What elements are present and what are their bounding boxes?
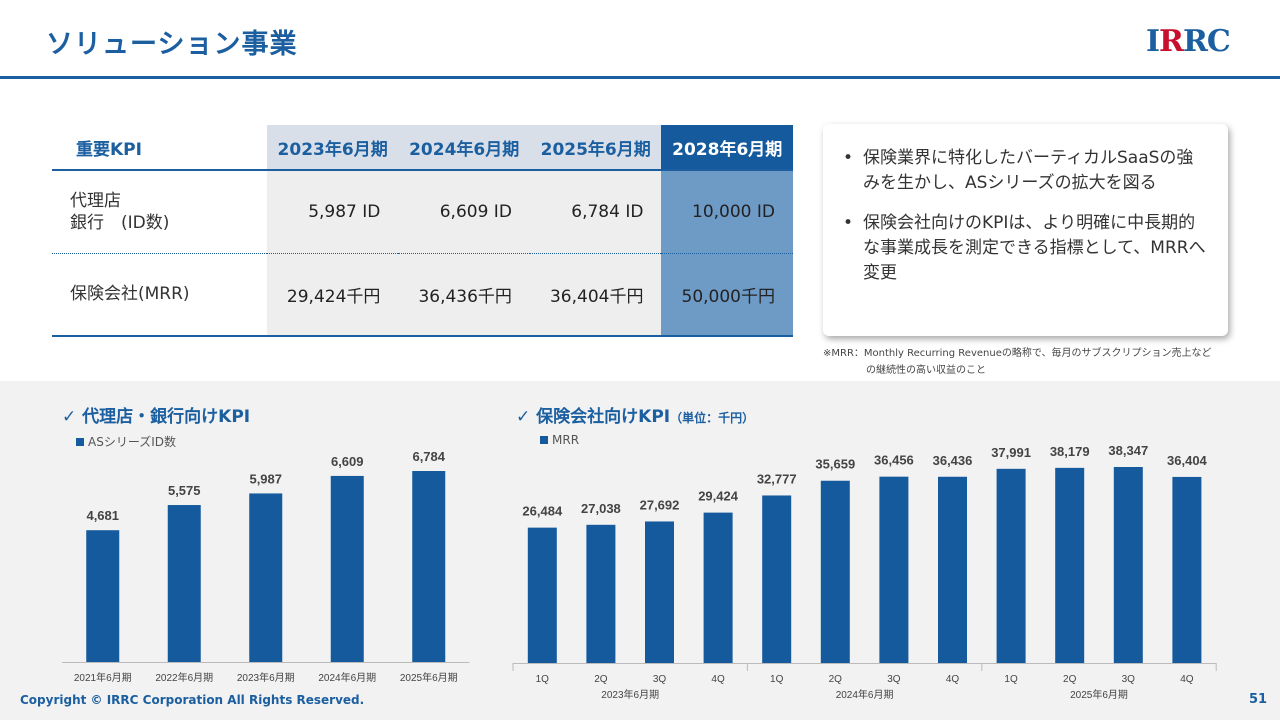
chart-bar <box>762 495 792 663</box>
data-label: 35,659 <box>815 457 855 472</box>
kpi-table: 重要KPI 2023年6月期 2024年6月期 2025年6月期 2028年6月… <box>52 125 793 337</box>
x-tick-label: 2022年6月期 <box>155 671 213 684</box>
data-label: 32,777 <box>757 471 797 486</box>
x-tick-label: 2024年6月期 <box>318 671 376 684</box>
chart-bar <box>645 521 674 663</box>
data-label: 4,681 <box>86 508 119 523</box>
data-label: 27,692 <box>640 497 680 512</box>
notes-list: 保険業界に特化したバーティカルSaaSの強みを生かし、ASシリーズの拡大を図る … <box>841 146 1208 286</box>
chart-bar <box>996 468 1026 663</box>
footnote-line1: ※MRR：Monthly Recurring Revenueの略称で、毎月のサブ… <box>823 348 1212 359</box>
chart-bar <box>330 475 364 662</box>
group-label: 2023年6月期 <box>601 688 659 701</box>
table-row: 代理店 銀行 (ID数) 5,987 ID 6,609 ID 6,784 ID … <box>52 170 793 253</box>
chart1-legend-label: ASシリーズID数 <box>88 435 177 449</box>
chart-bar <box>879 476 909 663</box>
table-cell: 6,784 ID <box>529 170 662 253</box>
group-label: 2024年6月期 <box>836 688 894 701</box>
legend-swatch <box>540 436 548 444</box>
chart2-unit: （単位：千円） <box>670 411 755 425</box>
kpi-table-header: 重要KPI 2023年6月期 2024年6月期 2025年6月期 2028年6月… <box>52 125 793 170</box>
data-label: 38,179 <box>1050 444 1090 459</box>
x-tick-label: 4Q <box>1180 674 1194 685</box>
chart-bar <box>938 476 967 663</box>
chart2-svg: 26,484 1Q 27,038 2Q 27,692 3Q 29,424 4Q 32,777 1Q… <box>512 443 1217 701</box>
row-label-line1: 代理店 <box>70 190 121 211</box>
chart1-legend: ASシリーズID数 <box>76 433 176 450</box>
table-row: 保険会社(MRR) 29,424千円 36,436千円 36,404千円 50,… <box>52 253 793 336</box>
chart-bar <box>1172 476 1202 663</box>
chart2-legend-label: MRR <box>552 433 580 447</box>
chart2-legend: MRR <box>540 433 579 447</box>
x-tick-label: 2Q <box>1063 674 1077 685</box>
chart1-title: ✓ 代理店・銀行向けKPI <box>62 407 251 427</box>
table-cell-target: 50,000千円 <box>661 253 793 336</box>
x-tick-label: 2Q <box>594 674 608 685</box>
chart-bar <box>249 493 283 662</box>
row-label-agency-bank: 代理店 銀行 (ID数) <box>52 170 267 253</box>
footnote-line2: の継続性の高い収益のこと <box>866 365 986 376</box>
chart1-svg: 4,681 2021年6月期 5,575 2022年6月期 5,987 2023年6月期 6… <box>62 449 470 684</box>
x-tick-label: 1Q <box>770 674 784 685</box>
group-label: 2025年6月期 <box>1070 688 1128 701</box>
irrc-logo: IRRC <box>1146 24 1231 59</box>
data-label: 29,424 <box>698 489 739 504</box>
data-label: 37,991 <box>991 445 1031 460</box>
x-tick-label: 3Q <box>1122 674 1136 685</box>
data-label: 6,784 <box>412 449 445 464</box>
table-cell-target: 10,000 ID <box>661 170 793 253</box>
chart-bar <box>1055 467 1085 663</box>
x-tick-label: 4Q <box>711 674 725 685</box>
page-number: 51 <box>1249 692 1268 707</box>
x-tick-label: 1Q <box>1004 674 1018 685</box>
note-bullet: 保険業界に特化したバーティカルSaaSの強みを生かし、ASシリーズの拡大を図る <box>841 146 1208 196</box>
legend-swatch <box>76 438 84 446</box>
chart-bar <box>412 471 446 662</box>
x-tick-label: 3Q <box>653 674 667 685</box>
header-divider <box>0 76 1280 79</box>
page-title: ソリューション事業 <box>46 29 298 60</box>
x-tick-label: 3Q <box>887 674 901 685</box>
table-cell: 5,987 ID <box>266 170 399 253</box>
x-tick-label: 2023年6月期 <box>237 671 295 684</box>
chart-bar <box>586 524 616 663</box>
data-label: 36,456 <box>874 453 914 468</box>
data-label: 5,987 <box>249 471 282 486</box>
data-label: 26,484 <box>522 504 563 519</box>
chart2-title-text: ✓ 保険会社向けKPI <box>516 407 671 427</box>
data-label: 36,436 <box>933 453 973 468</box>
x-tick-label: 2021年6月期 <box>74 671 132 684</box>
x-tick-label: 4Q <box>946 674 960 685</box>
table-cell: 36,436千円 <box>398 253 530 336</box>
table-cell: 29,424千円 <box>266 253 399 336</box>
notes-box: 保険業界に特化したバーティカルSaaSの強みを生かし、ASシリーズの拡大を図る … <box>823 124 1228 336</box>
table-cell: 6,609 ID <box>398 170 530 253</box>
kpi-col-2024: 2024年6月期 <box>398 125 530 170</box>
x-tick-label: 2025年6月期 <box>400 671 458 684</box>
chart2-title: ✓ 保険会社向けKPI（単位：千円） <box>516 402 754 427</box>
chart-bar <box>820 480 850 663</box>
kpi-col-2023: 2023年6月期 <box>266 125 399 170</box>
row-label-line2: 銀行 (ID数) <box>70 212 170 233</box>
row-label-insurer: 保険会社(MRR) <box>52 253 267 336</box>
mrr-footnote: ※MRR：Monthly Recurring Revenueの略称で、毎月のサブ… <box>823 345 1243 379</box>
data-label: 6,609 <box>331 454 364 469</box>
chart-bar <box>1113 467 1143 663</box>
data-label: 27,038 <box>581 501 621 516</box>
chart-bar <box>167 505 201 662</box>
chart-bar <box>703 512 733 663</box>
kpi-header-label: 重要KPI <box>52 125 267 170</box>
data-label: 5,575 <box>168 483 201 498</box>
x-tick-label: 2Q <box>829 674 843 685</box>
chart-bar <box>86 530 120 662</box>
x-tick-label: 1Q <box>536 674 550 685</box>
copyright-text: Copyright © IRRC Corporation All Rights … <box>20 693 365 707</box>
note-bullet: 保険会社向けのKPIは、より明確に中長期的な事業成長を測定できる指標として、MR… <box>841 211 1208 286</box>
table-cell: 36,404千円 <box>529 253 662 336</box>
chart-bar <box>527 527 557 663</box>
data-label: 38,347 <box>1108 443 1148 458</box>
kpi-col-2028-target: 2028年6月期 <box>661 125 793 170</box>
kpi-col-2025: 2025年6月期 <box>529 125 662 170</box>
data-label: 36,404 <box>1167 453 1208 468</box>
